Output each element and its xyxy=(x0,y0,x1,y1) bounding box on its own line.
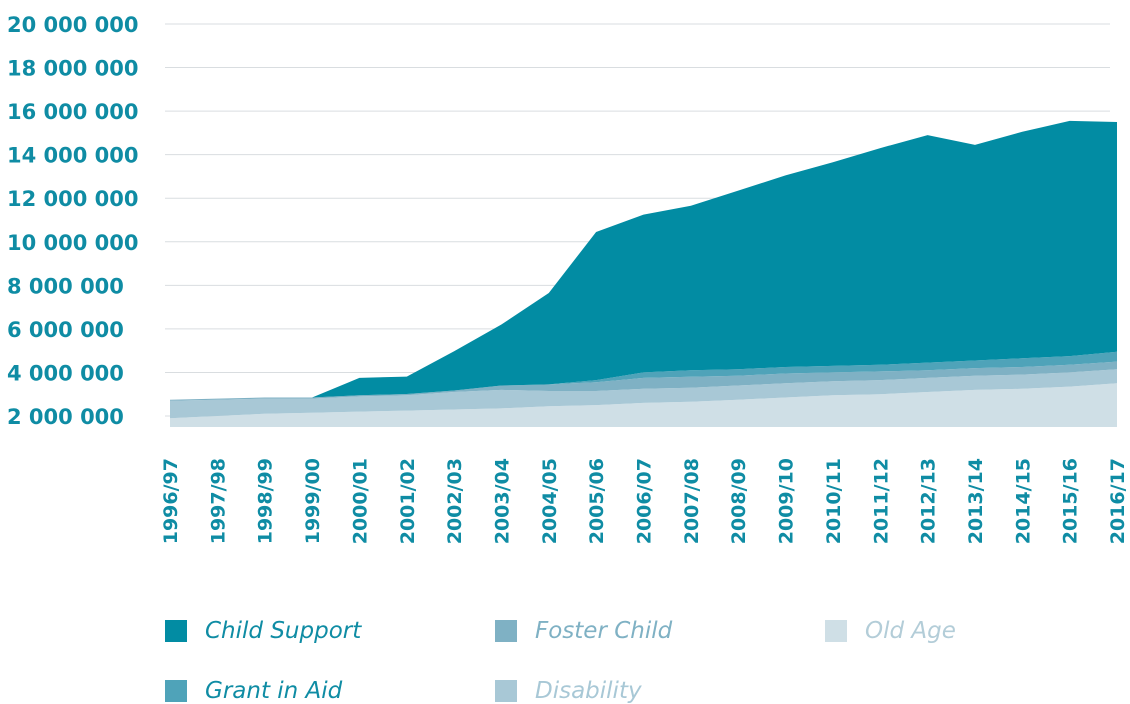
area-child-support xyxy=(170,120,1117,400)
legend-swatch-foster-child xyxy=(495,620,517,642)
x-tick-label: 2016/17 xyxy=(1107,458,1129,544)
legend-swatch-child-support xyxy=(165,620,187,642)
x-tick-label: 2014/15 xyxy=(1012,458,1034,544)
y-tick-label: 8 000 000 xyxy=(7,274,124,298)
y-tick-label: 2 000 000 xyxy=(7,405,124,429)
x-tick-label: 2009/10 xyxy=(776,458,798,544)
x-tick-label: 2000/01 xyxy=(349,458,371,544)
legend-label-grant-in-aid: Grant in Aid xyxy=(205,678,343,704)
legend-item-old-age: Old Age xyxy=(825,618,956,644)
y-tick-label: 4 000 000 xyxy=(7,361,124,385)
area-grant-in-aid xyxy=(170,351,1117,400)
x-tick-label: 2015/16 xyxy=(1060,458,1082,544)
area-foster-child xyxy=(170,361,1117,401)
x-tick-label: 2002/03 xyxy=(444,458,466,544)
y-axis-tick-labels: 2 000 000 4 000 000 6 000 000 8 000 000 10 0… xyxy=(7,13,139,429)
legend-label-foster-child: Foster Child xyxy=(535,618,673,644)
x-tick-label: 2012/13 xyxy=(918,458,940,544)
y-tick-label: 6 000 000 xyxy=(7,318,124,342)
x-tick-label: 2013/14 xyxy=(965,458,987,544)
area-old-age xyxy=(170,383,1117,427)
x-tick-label: 1999/00 xyxy=(302,458,324,544)
y-tick-label: 20 000 000 xyxy=(7,13,139,37)
legend-swatch-old-age xyxy=(825,620,847,642)
x-tick-label: 2006/07 xyxy=(634,458,656,544)
x-tick-label: 2004/05 xyxy=(539,458,561,544)
area-series xyxy=(170,120,1117,427)
x-tick-label: 2007/08 xyxy=(681,458,703,544)
legend-swatch-disability xyxy=(495,680,517,702)
x-tick-label: 1996/97 xyxy=(160,458,182,544)
y-tick-label: 16 000 000 xyxy=(7,100,139,124)
stacked-area-chart: 2 000 000 4 000 000 6 000 000 8 000 000 10 0… xyxy=(7,13,1129,544)
y-tick-label: 10 000 000 xyxy=(7,231,139,255)
x-tick-label: 2010/11 xyxy=(823,458,845,544)
legend-item-disability: Disability xyxy=(495,678,642,704)
legend-item-foster-child: Foster Child xyxy=(495,618,672,644)
y-tick-label: 18 000 000 xyxy=(7,57,139,81)
x-tick-label: 1997/98 xyxy=(207,458,229,544)
x-axis-tick-labels: 1996/97 1997/98 1998/99 1999/00 2000/01 2001/… xyxy=(160,458,1129,544)
chart-legend: Child Support Foster Child Old Age Grant… xyxy=(165,612,1065,704)
x-tick-label: 2005/06 xyxy=(586,458,608,544)
y-tick-label: 12 000 000 xyxy=(7,187,139,211)
legend-item-child-support: Child Support xyxy=(165,618,361,644)
legend-label-old-age: Old Age xyxy=(865,618,956,644)
legend-label-child-support: Child Support xyxy=(205,618,362,644)
x-tick-label: 1998/99 xyxy=(255,458,277,544)
x-tick-label: 2008/09 xyxy=(728,458,750,544)
x-tick-label: 2011/12 xyxy=(870,458,892,544)
x-tick-label: 2001/02 xyxy=(397,458,419,544)
area-disability xyxy=(170,369,1117,419)
x-tick-label: 2003/04 xyxy=(491,458,513,544)
y-tick-label: 14 000 000 xyxy=(7,144,139,168)
legend-item-grant-in-aid: Grant in Aid xyxy=(165,678,342,704)
legend-swatch-grant-in-aid xyxy=(165,680,187,702)
legend-label-disability: Disability xyxy=(535,678,642,704)
